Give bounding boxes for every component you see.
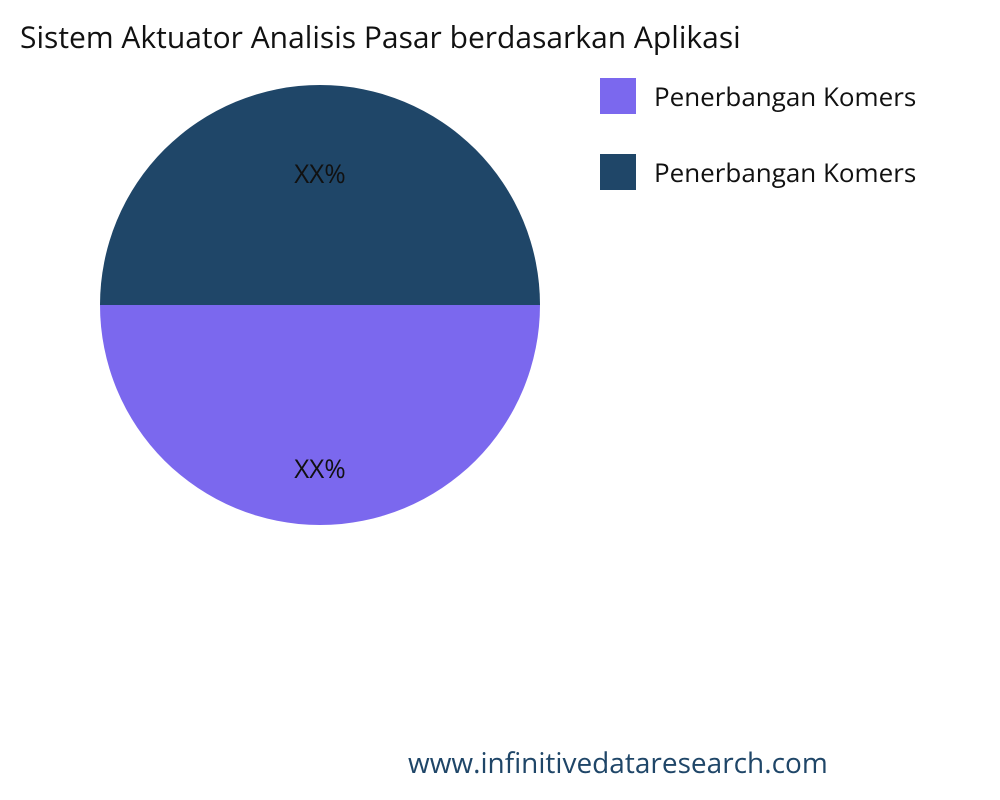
pie-slice-label-top: XX%	[294, 155, 346, 191]
legend-swatch	[600, 154, 636, 190]
legend-swatch	[600, 78, 636, 114]
legend-label: Penerbangan Komers	[654, 154, 916, 190]
pie-chart: XX% XX%	[100, 85, 540, 525]
legend-item: Penerbangan Komers	[600, 154, 916, 190]
pie-slice-label-bottom: XX%	[294, 450, 346, 486]
legend-item: Penerbangan Komers	[600, 78, 916, 114]
legend: Penerbangan Komers Penerbangan Komers	[600, 78, 916, 230]
legend-label: Penerbangan Komers	[654, 78, 916, 114]
chart-title: Sistem Aktuator Analisis Pasar berdasark…	[20, 16, 741, 57]
chart-container: Sistem Aktuator Analisis Pasar berdasark…	[0, 0, 1000, 800]
footer-attribution: www.infinitivedataresearch.com	[408, 744, 828, 782]
